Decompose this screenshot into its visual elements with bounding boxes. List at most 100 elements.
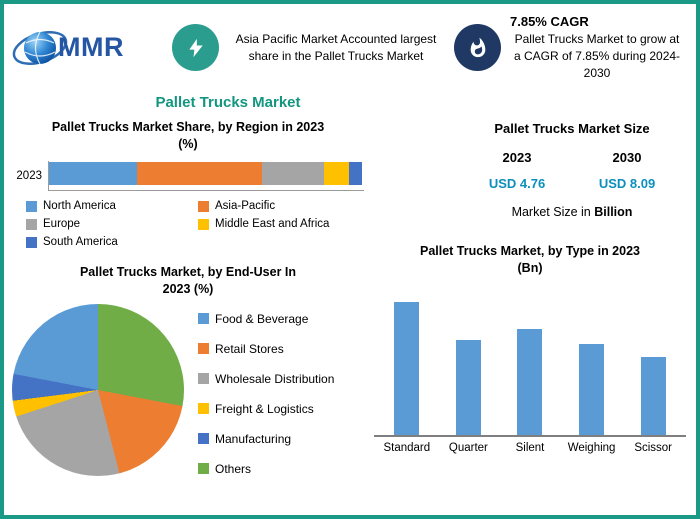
- type-bar-categories: Standard Quarter Silent Weighing Scissor: [374, 442, 686, 454]
- legend-label: South America: [43, 236, 118, 249]
- size-value-2023: USD 4.76: [488, 176, 546, 192]
- legend-label: Asia-Pacific: [215, 200, 276, 213]
- type-bar-column: [622, 287, 684, 436]
- pie-chart-title: Pallet Trucks Market, by End-User In 202…: [12, 264, 364, 298]
- mmr-logo: MMR: [12, 24, 162, 72]
- type-bar-quarter: [455, 340, 481, 436]
- flame-icon: [454, 24, 501, 72]
- type-chart-title-line2: (Bn): [517, 261, 543, 276]
- size-note-prefix: Market Size in: [511, 205, 595, 220]
- legend-swatch: [26, 200, 37, 212]
- legend-swatch: [198, 343, 209, 355]
- main-content: Pallet Trucks Market Share, by Region in…: [4, 111, 696, 476]
- region-bar-year-label: 2023: [16, 170, 42, 183]
- legend-swatch: [26, 236, 37, 248]
- legend-label: Food & Beverage: [215, 311, 309, 326]
- pie-legend-item: Food & Beverage: [198, 312, 334, 326]
- legend-label: Others: [215, 461, 252, 476]
- type-bar-weighing: [579, 344, 605, 436]
- legend-label: Freight & Logistics: [215, 401, 314, 416]
- market-size-years: 2023 2030: [462, 150, 682, 165]
- region-legend-item: Europe: [26, 218, 198, 230]
- region-share-chart: Pallet Trucks Market Share, by Region in…: [12, 119, 364, 248]
- market-size-values: USD 4.76 USD 8.09: [462, 176, 682, 191]
- size-note-unit: Billion: [594, 205, 633, 220]
- legend-swatch: [26, 218, 37, 230]
- legend-label: Middle East and Africa: [215, 218, 330, 231]
- right-column: Pallet Trucks Market Size 2023 2030 USD …: [364, 119, 686, 476]
- pie-chart-title-line2: 2023 (%): [162, 282, 214, 297]
- region-segment-middle-east-and-africa: [324, 162, 350, 186]
- pie-legend-item: Retail Stores: [198, 342, 334, 356]
- region-chart-title: Pallet Trucks Market Share, by Region in…: [12, 119, 364, 153]
- type-bar-column: [499, 287, 561, 436]
- type-bar-silent: [517, 329, 543, 436]
- legend-swatch: [198, 403, 209, 415]
- lightning-icon: [172, 24, 219, 72]
- size-year-2030: 2030: [612, 150, 642, 166]
- type-bar-standard: [394, 301, 420, 436]
- cagr-text-block: 7.85% CAGR Pallet Trucks Market to grow …: [510, 14, 684, 81]
- cagr-body: Pallet Trucks Market to grow at a CAGR o…: [513, 32, 681, 80]
- legend-label: Manufacturing: [215, 431, 292, 446]
- legend-swatch: [198, 313, 209, 325]
- type-bar-label: Quarter: [448, 442, 488, 455]
- end-user-chart: Pallet Trucks Market, by End-User In 202…: [12, 264, 364, 476]
- region-legend-item: North America: [26, 200, 198, 212]
- globe-icon: [12, 30, 68, 65]
- market-size-panel: Pallet Trucks Market Size 2023 2030 USD …: [374, 121, 686, 219]
- pie-legend-item: Freight & Logistics: [198, 402, 334, 416]
- type-bar-column: [561, 287, 623, 436]
- legend-swatch: [198, 433, 209, 445]
- region-segment-europe: [261, 162, 325, 186]
- market-size-note: Market Size in Billion: [462, 205, 682, 219]
- pie-chart-title-line1: Pallet Trucks Market, by End-User In: [79, 265, 297, 280]
- legend-label: North America: [43, 200, 116, 213]
- header: MMR Asia Pacific Market Accounted larges…: [4, 4, 696, 81]
- type-bar-label: Silent: [515, 442, 545, 455]
- region-segment-asia-pacific: [136, 162, 262, 186]
- type-chart: Pallet Trucks Market, by Type in 2023 (B…: [374, 243, 686, 454]
- region-chart-title-line1: Pallet Trucks Market Share, by Region in…: [51, 120, 325, 135]
- legend-label: Europe: [43, 218, 81, 231]
- legend-swatch: [198, 218, 209, 230]
- page-title: Pallet Trucks Market: [155, 94, 301, 112]
- pie-legend-item: Wholesale Distribution: [198, 372, 334, 386]
- legend-swatch: [198, 200, 209, 212]
- legend-swatch: [198, 373, 209, 385]
- region-segment-south-america: [349, 162, 362, 186]
- cagr-badge: 7.85% CAGR Pallet Trucks Market to grow …: [454, 14, 684, 81]
- pie-legend: Food & Beverage Retail Stores Wholesale Di…: [198, 312, 334, 476]
- left-column: Pallet Trucks Market Share, by Region in…: [12, 119, 364, 476]
- region-bar-plot: [48, 161, 364, 192]
- type-bar-label: Weighing: [567, 442, 616, 455]
- type-bar-label: Standard: [383, 442, 431, 455]
- region-legend-item: South America: [26, 236, 198, 248]
- region-legend-item: Asia-Pacific: [198, 200, 364, 212]
- type-bar-column: [376, 287, 438, 436]
- region-bar-row: 2023: [12, 161, 364, 192]
- region-chart-title-line2: (%): [178, 137, 198, 152]
- type-chart-title-line1: Pallet Trucks Market, by Type in 2023: [419, 244, 640, 259]
- pie-legend-item: Manufacturing: [198, 432, 334, 446]
- legend-swatch: [198, 463, 209, 475]
- size-year-2023: 2023: [502, 150, 532, 166]
- market-size-title: Pallet Trucks Market Size: [494, 121, 650, 137]
- type-bar-label: Scissor: [634, 442, 673, 455]
- pie-legend-item: Others: [198, 462, 334, 476]
- logo-text: MMR: [58, 32, 124, 63]
- region-segment-north-america: [49, 162, 137, 186]
- pie-row: Food & Beverage Retail Stores Wholesale Di…: [12, 303, 364, 476]
- legend-label: Wholesale Distribution: [215, 371, 335, 386]
- end-user-pie: [12, 303, 184, 476]
- type-bar-scissor: [640, 356, 666, 436]
- region-legend: North America Asia-Pacific Europe Middle Ea…: [26, 200, 364, 248]
- cagr-title: 7.85% CAGR: [510, 14, 589, 29]
- type-bars-area: [374, 287, 686, 438]
- type-chart-title: Pallet Trucks Market, by Type in 2023 (B…: [374, 243, 686, 277]
- asia-pacific-note: Asia Pacific Market Accounted largest sh…: [235, 31, 437, 63]
- legend-label: Retail Stores: [215, 341, 284, 356]
- type-bar-column: [438, 287, 500, 436]
- asia-pacific-badge: Asia Pacific Market Accounted largest sh…: [172, 24, 444, 72]
